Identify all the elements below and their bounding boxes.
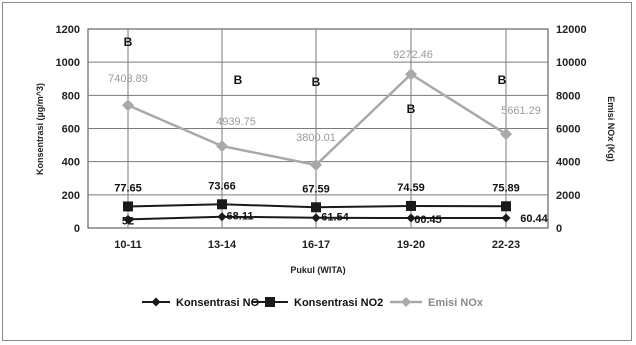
y2-tick-label: 2000 bbox=[556, 190, 580, 202]
data-point bbox=[216, 140, 228, 153]
data-point bbox=[405, 68, 417, 81]
data-point bbox=[217, 199, 227, 210]
y-tick-label: 0 bbox=[74, 223, 80, 235]
data-point bbox=[500, 128, 512, 141]
data-label: 74.59 bbox=[397, 182, 425, 194]
legend-marker bbox=[401, 297, 411, 307]
annotation-label: B bbox=[124, 35, 133, 49]
y2-tick-label: 12000 bbox=[556, 24, 587, 36]
legend-marker bbox=[265, 297, 275, 307]
legend-marker bbox=[151, 297, 161, 307]
annotation-label: B bbox=[407, 102, 416, 116]
x-tick-label: 16-17 bbox=[302, 239, 330, 251]
data-label: 52 bbox=[122, 215, 134, 227]
x-tick-label: 19-20 bbox=[397, 239, 425, 251]
data-point bbox=[122, 99, 134, 112]
data-point bbox=[311, 213, 321, 223]
annotation-label: B bbox=[234, 73, 243, 87]
data-label: 5661.29 bbox=[501, 105, 541, 117]
x-tick-label: 13-14 bbox=[208, 239, 237, 251]
y2-axis-title: Emisi NOx (Kg) bbox=[606, 96, 616, 162]
data-point bbox=[501, 201, 511, 212]
data-point bbox=[406, 200, 416, 211]
y-tick-label: 1200 bbox=[56, 24, 80, 36]
y2-tick-label: 0 bbox=[556, 223, 562, 235]
y2-tick-label: 10000 bbox=[556, 57, 587, 69]
data-label: 77.65 bbox=[114, 182, 142, 194]
y-tick-label: 800 bbox=[62, 90, 80, 102]
y2-tick-label: 6000 bbox=[556, 124, 580, 136]
data-label: 9272.46 bbox=[393, 49, 433, 61]
x-tick-label: 22-23 bbox=[492, 239, 520, 251]
legend-label: Emisi NOx bbox=[428, 297, 484, 309]
data-label: 67.59 bbox=[302, 183, 330, 195]
data-label: 60.44 bbox=[520, 213, 548, 225]
data-point bbox=[123, 214, 133, 224]
data-label: 60.45 bbox=[414, 214, 442, 226]
data-label: 73.66 bbox=[208, 180, 236, 192]
data-label: 68.11 bbox=[227, 211, 254, 223]
y2-tick-label: 8000 bbox=[556, 90, 580, 102]
data-label: 4939.75 bbox=[216, 116, 256, 128]
y2-tick-label: 4000 bbox=[556, 157, 580, 169]
x-tick-label: 10-11 bbox=[114, 239, 142, 251]
data-point bbox=[406, 213, 416, 223]
annotation-label: B bbox=[312, 75, 321, 89]
data-point bbox=[123, 201, 133, 212]
data-point bbox=[310, 158, 322, 171]
data-label: 3800.01 bbox=[296, 132, 336, 144]
y-tick-label: 200 bbox=[62, 190, 80, 202]
legend-label: Konsentrasi NO2 bbox=[294, 297, 383, 309]
data-point bbox=[311, 202, 321, 213]
annotation-label: B bbox=[498, 73, 507, 87]
data-point bbox=[501, 213, 511, 223]
y-tick-label: 400 bbox=[62, 157, 80, 169]
data-label: 61.54 bbox=[321, 212, 349, 224]
data-label: 75.89 bbox=[492, 182, 520, 194]
data-label: 7403.89 bbox=[108, 73, 148, 85]
y-tick-label: 600 bbox=[62, 124, 80, 136]
x-axis-title: Pukul (WITA) bbox=[290, 265, 345, 275]
data-point bbox=[217, 212, 227, 222]
legend-label: Konsentrasi NO bbox=[176, 297, 260, 309]
y-axis-title: Konsentrasi (µg/m^3) bbox=[35, 83, 45, 175]
y-tick-label: 1000 bbox=[56, 57, 80, 69]
chart-frame bbox=[2, 2, 632, 341]
